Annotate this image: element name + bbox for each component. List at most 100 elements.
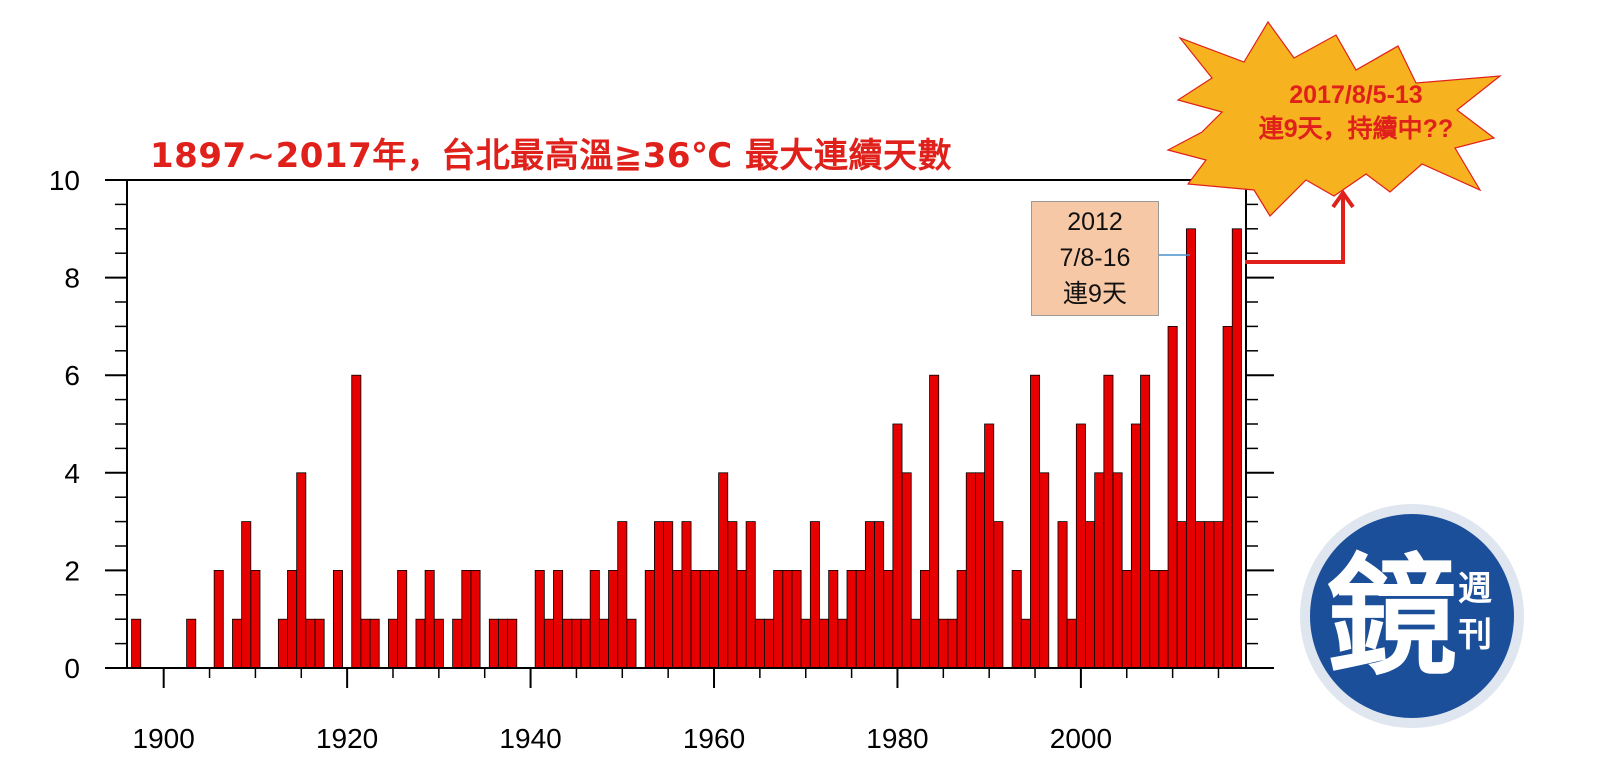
watermark-logo: 鏡 週 刊: [1300, 504, 1524, 728]
bars-group: [131, 228, 1242, 669]
bar-1917: [314, 618, 325, 669]
annotation-2012-text: 連9天: [1063, 280, 1127, 308]
y-tick-label-2: 2: [64, 555, 80, 586]
bar-1922: [360, 618, 371, 669]
bar-1919: [332, 570, 343, 669]
bar-2010: [1167, 325, 1178, 669]
bar-1936: [488, 618, 499, 669]
bar-1984: [929, 374, 940, 669]
annotation-2017-dates: 2017/8/5-13: [1289, 81, 1423, 109]
bar-1960: [709, 570, 719, 669]
bar-1971: [809, 521, 820, 669]
bar-1949: [608, 570, 619, 669]
bar-2006: [1130, 423, 1141, 669]
bar-1951: [626, 618, 637, 669]
bar-2005: [1121, 570, 1132, 669]
ticks-group: 0 2 4 6 8 10 1900 1920 1940 1960 1980 2000: [49, 165, 1274, 754]
bar-1976: [855, 570, 866, 669]
bar-2003: [1103, 374, 1114, 669]
bar-1943: [553, 570, 564, 669]
bar-1993: [1011, 570, 1022, 669]
annotation-2017-arrow: [1245, 195, 1345, 264]
bar-1934: [470, 570, 481, 669]
bar-2002: [1094, 472, 1105, 669]
bar-1968: [782, 570, 793, 669]
bar-1908: [232, 618, 243, 669]
bar-1995: [1030, 374, 1041, 669]
bar-1979: [883, 570, 894, 669]
bar-1977: [864, 521, 875, 669]
bar-1942: [543, 618, 554, 669]
bar-2012: [1185, 228, 1196, 669]
y-tick-label-6: 6: [64, 360, 80, 391]
bar-1941: [534, 570, 545, 669]
bar-2016: [1222, 325, 1233, 669]
y-tick-label-8: 8: [64, 263, 80, 294]
bar-1973: [828, 570, 839, 669]
bar-1914: [287, 570, 298, 669]
bar-1987: [956, 570, 967, 669]
bar-1985: [938, 618, 949, 669]
bar-1999: [1066, 618, 1077, 669]
chart-title: 1897~2017年，台北最高溫≧36℃ 最大連續天數: [150, 136, 953, 176]
bar-1954: [654, 521, 664, 669]
bar-1909: [241, 521, 252, 669]
bar-1955: [663, 521, 674, 669]
bar-1959: [699, 570, 710, 669]
bar-1921: [351, 374, 362, 669]
bar-2004: [1112, 472, 1123, 669]
bar-1996: [1039, 472, 1050, 669]
bar-1953: [644, 570, 655, 669]
bar-2015: [1213, 521, 1224, 669]
y-tick-label-4: 4: [64, 458, 80, 489]
bar-1972: [819, 618, 830, 669]
bar-1926: [397, 570, 408, 669]
bar-1916: [305, 618, 316, 669]
bar-1923: [369, 618, 380, 669]
bar-2008: [1149, 570, 1160, 669]
bar-1933: [461, 570, 472, 669]
bar-1932: [452, 618, 463, 669]
bar-1967: [773, 570, 784, 669]
bar-1897: [131, 618, 142, 669]
y-tick-label-10: 10: [49, 165, 80, 196]
bar-1964: [745, 521, 756, 669]
bar-2007: [1140, 374, 1151, 669]
bar-1965: [754, 618, 765, 669]
bar-2017: [1231, 228, 1242, 669]
annotation-2017-label: 連9天，持續中??: [1258, 115, 1454, 143]
annotation-2012-year: 2012: [1067, 208, 1123, 236]
x-tick-label-2000: 2000: [1050, 723, 1112, 754]
bar-1956: [672, 570, 683, 669]
bar-1930: [433, 618, 444, 669]
bar-1990: [984, 423, 995, 669]
x-tick-label-1920: 1920: [316, 723, 378, 754]
bar-1950: [617, 521, 628, 669]
bar-1903: [186, 618, 197, 669]
bar-1975: [846, 570, 857, 669]
bar-1998: [1057, 521, 1068, 669]
bar-1929: [424, 570, 435, 669]
bar-1910: [250, 570, 261, 669]
bar-1981: [901, 472, 912, 669]
bar-1938: [507, 618, 518, 669]
bar-1974: [837, 618, 848, 669]
bar-2009: [1158, 570, 1169, 669]
x-tick-label-1960: 1960: [683, 723, 745, 754]
annotation-2017-arrowhead: [1331, 189, 1355, 209]
bar-1944: [562, 618, 573, 669]
bar-2011: [1176, 521, 1187, 669]
bar-1913: [277, 618, 288, 669]
bar-2014: [1204, 521, 1215, 669]
bar-1982: [910, 618, 921, 669]
bar-1925: [388, 618, 398, 669]
annotation-2017-text: 2017/8/5-13 連9天，持續中??: [1196, 78, 1516, 146]
x-tick-label-1900: 1900: [133, 723, 195, 754]
bar-1991: [993, 521, 1004, 669]
bar-1945: [571, 618, 582, 669]
watermark-main-char: 鏡: [1327, 541, 1457, 693]
bar-1978: [874, 521, 885, 669]
y-tick-label-0: 0: [64, 653, 80, 684]
bar-1946: [580, 618, 591, 669]
